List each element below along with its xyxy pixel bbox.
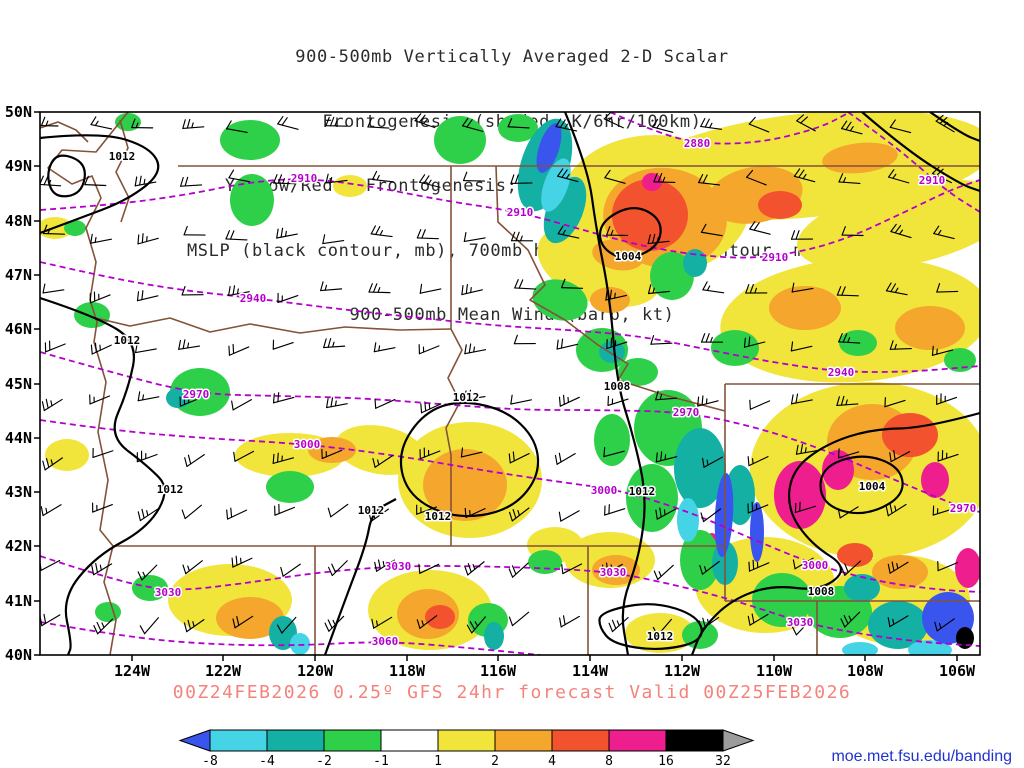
contour-label: 2970	[673, 406, 700, 419]
contour-label: 1012	[453, 391, 480, 404]
lon-tick-label: 108W	[847, 662, 884, 680]
contour-label: 1012	[114, 334, 141, 347]
contour-label: 3030	[600, 566, 627, 579]
contour-label: 2940	[240, 292, 267, 305]
chart-title-line: 900-500mb Mean Wind (barb, kt)	[349, 305, 675, 325]
colorbar-right-arrow	[722, 729, 755, 752]
contour-label: 3060	[372, 635, 399, 648]
wind-barbs	[40, 112, 959, 636]
lon-tick-label: 106W	[939, 662, 976, 680]
lon-tick-label: 114W	[572, 662, 609, 680]
contour-labels: 2880 2910 2910 2910 2910 2940 2940 2970 2970 2970…	[107, 136, 978, 650]
colorbar-segment	[209, 729, 268, 752]
lon-tick-label: 118W	[389, 662, 426, 680]
colorbar-tick-label: -8	[202, 754, 218, 768]
lat-tick-label: 46N	[5, 320, 32, 338]
contour-label: 3030	[787, 616, 814, 629]
contour-label: 3000	[802, 559, 829, 572]
colorbar-tick-label: 1	[434, 754, 442, 768]
forecast-caption: 00Z24FEB2026 0.25º GFS 24hr forecast Val…	[172, 682, 852, 703]
contour-label: 2910	[919, 174, 946, 187]
contour-label: 1008	[604, 380, 631, 393]
contour-label: 2880	[684, 137, 711, 150]
lat-tick-label: 43N	[5, 483, 32, 501]
contour-label: 2910	[762, 251, 789, 264]
colorbar-segment	[323, 729, 382, 752]
lat-tick-label: 41N	[5, 592, 32, 610]
colorbar-segment	[266, 729, 325, 752]
lat-tick-label: 45N	[5, 375, 32, 393]
contour-label: 2910	[291, 172, 318, 185]
colorbar-tick-label: -2	[316, 754, 332, 768]
colorbar-segment	[380, 729, 439, 752]
lat-tick-label: 48N	[5, 212, 32, 230]
lon-tick-label: 122W	[205, 662, 242, 680]
contour-label: 1004	[615, 250, 642, 263]
chart-title-line: 900-500mb Vertically Averaged 2-D Scalar	[295, 47, 729, 67]
lat-tick-label: 47N	[5, 266, 32, 284]
lon-tick-label: 124W	[114, 662, 151, 680]
lat-tick-label: 44N	[5, 429, 32, 447]
shading-layer	[40, 112, 980, 655]
contour-label: 2910	[507, 206, 534, 219]
colorbar-segment	[494, 729, 553, 752]
colorbar-tick-label: -1	[373, 754, 389, 768]
contour-label: 1012	[647, 630, 674, 643]
credit-link[interactable]: moe.met.fsu.edu/banding	[831, 748, 1012, 765]
map-axes: 50N 49N 48N 47N 46N 45N 44N 43N 42N 41N 40N 124W 122…	[5, 103, 976, 680]
colorbar-segment	[551, 729, 610, 752]
contour-label: 1012	[425, 510, 452, 523]
contour-label: 1012	[157, 483, 184, 496]
colorbar-tick-label: -4	[259, 754, 275, 768]
colorbar-tick-label: 8	[605, 754, 613, 768]
lat-tick-label: 49N	[5, 157, 32, 175]
colorbar-tick-label: 4	[548, 754, 556, 768]
contour-label: 3030	[155, 586, 182, 599]
lat-tick-label: 42N	[5, 537, 32, 555]
lat-tick-label: 50N	[5, 103, 32, 121]
mslp-contours	[40, 112, 980, 655]
colorbar-segment	[608, 729, 667, 752]
colorbar-tick-label: 16	[658, 754, 674, 768]
contour-label: 2970	[950, 502, 977, 515]
contour-label: 1012	[358, 504, 385, 517]
colorbar-segment	[437, 729, 496, 752]
lon-tick-label: 120W	[297, 662, 334, 680]
lon-tick-label: 110W	[756, 662, 793, 680]
contour-label: 3000	[591, 484, 618, 497]
contour-label: 1004	[859, 480, 886, 493]
contour-label: 2970	[183, 388, 210, 401]
lat-tick-label: 40N	[5, 646, 32, 664]
colorbar-left-arrow	[178, 729, 211, 752]
contour-label: 1012	[109, 150, 136, 163]
colorbar-tick-label: 32	[715, 754, 731, 768]
contour-label: 1012	[629, 485, 656, 498]
colorbar-tick-label: 2	[491, 754, 499, 768]
lon-tick-label: 112W	[664, 662, 701, 680]
contour-label: 3000	[294, 438, 321, 451]
lon-tick-label: 116W	[480, 662, 517, 680]
colorbar-segment	[665, 729, 724, 752]
contour-label: 3030	[385, 560, 412, 573]
colorbar: -8 -4 -2 -1 1 2 4 8 16 32	[178, 729, 755, 768]
height-contours	[40, 112, 980, 655]
contour-label: 1008	[808, 585, 835, 598]
contour-label: 2940	[828, 366, 855, 379]
